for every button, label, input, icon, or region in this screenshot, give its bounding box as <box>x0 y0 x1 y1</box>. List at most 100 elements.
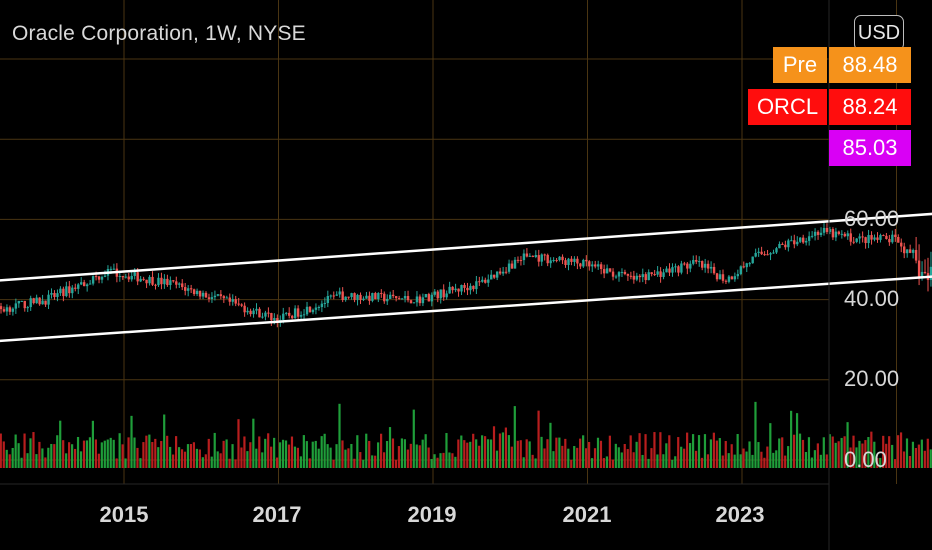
volume-bar <box>888 436 891 468</box>
candle-body <box>157 277 160 286</box>
volume-bar <box>549 422 552 468</box>
candle-body <box>712 266 716 274</box>
volume-bar <box>638 433 641 468</box>
candle-body <box>537 255 540 262</box>
candle-body <box>698 261 701 263</box>
volume-bar <box>347 448 350 468</box>
volume-bar <box>828 434 831 468</box>
volume-bar <box>222 440 225 468</box>
volume-bar <box>781 437 784 468</box>
volume-bar <box>905 438 909 468</box>
candle-body <box>389 294 392 299</box>
candle-body <box>121 276 125 278</box>
candle-body <box>611 271 615 277</box>
volume-bar <box>632 452 635 468</box>
candle-body <box>32 298 35 304</box>
candle-body <box>510 263 514 269</box>
candle-body <box>540 254 543 262</box>
volume-bar <box>255 448 258 468</box>
drawing-overlays <box>0 212 932 343</box>
volume-bar <box>371 455 374 468</box>
candle-body <box>703 263 707 268</box>
candle-body <box>751 256 754 264</box>
volume-bar <box>504 427 507 468</box>
candle-body <box>834 231 838 238</box>
volume-bar <box>53 444 56 468</box>
candle-body <box>228 297 231 302</box>
candle-body <box>816 231 820 235</box>
candle-body <box>799 237 802 242</box>
candle-body <box>855 238 858 242</box>
volume-bar <box>727 453 730 468</box>
currency-button[interactable]: USD <box>854 15 904 51</box>
volume-bar <box>320 436 323 468</box>
candle-body <box>689 263 692 269</box>
volume-bar <box>186 444 190 468</box>
volume-bar <box>115 458 118 468</box>
volume-bar <box>587 442 591 468</box>
candle-body <box>665 268 668 273</box>
volume-bar <box>341 440 344 468</box>
volume-bar <box>356 435 359 468</box>
volume-bar <box>754 401 757 468</box>
volume-bar <box>691 434 695 468</box>
volume-bar <box>79 451 83 468</box>
volume-bar <box>647 458 650 468</box>
candle-body <box>222 296 226 299</box>
volume-bar <box>822 437 825 468</box>
volume-bar <box>790 410 793 468</box>
volume-bar <box>795 413 799 468</box>
candle-body <box>400 298 404 300</box>
candle-body <box>573 258 576 262</box>
volume-bar <box>552 451 555 468</box>
y-tick-label: 20.00 <box>844 366 900 391</box>
volume-bar <box>365 433 368 468</box>
volume-bar <box>198 449 201 468</box>
candle-body <box>519 260 523 262</box>
candle-body <box>154 284 157 286</box>
candle-body <box>71 287 74 294</box>
volume-bar <box>834 442 837 468</box>
candle-body <box>186 288 190 291</box>
volume-bar <box>718 438 721 468</box>
volume-bar <box>88 437 92 468</box>
volume-bar <box>864 440 867 468</box>
candle-body <box>787 240 790 248</box>
candle-body <box>528 255 532 257</box>
candle-body <box>558 256 561 261</box>
candle-body <box>409 300 413 304</box>
candle-body <box>724 280 728 282</box>
candle-body <box>807 236 811 241</box>
volume-bar <box>926 438 929 468</box>
candle-body <box>721 274 725 281</box>
volume-bar <box>849 447 852 468</box>
candle-body <box>347 296 350 298</box>
volume-bar <box>397 446 401 468</box>
candle-body <box>700 261 704 268</box>
volume-bar <box>71 444 74 468</box>
volume-bar <box>902 451 906 468</box>
volume-bar <box>216 451 219 468</box>
candle-body <box>825 227 829 232</box>
volume-bar <box>442 452 445 468</box>
candle-body <box>287 312 291 316</box>
volume-bar <box>11 447 14 468</box>
volume-bar <box>445 433 448 468</box>
candle-body <box>837 231 841 235</box>
candle-body <box>894 234 897 237</box>
volume-bar <box>564 438 567 468</box>
candle-body <box>332 295 335 297</box>
volume-bar <box>896 435 900 468</box>
candle-body <box>522 253 526 261</box>
candle-body <box>632 275 636 280</box>
candle-body <box>264 312 267 317</box>
volume-bar <box>424 434 427 468</box>
volume-bar <box>846 422 849 468</box>
volume-bar <box>879 457 882 468</box>
volume-bar <box>463 440 466 468</box>
volume-bar <box>576 447 579 468</box>
candle-body <box>314 307 318 310</box>
volume-bar <box>252 418 255 468</box>
candle-body <box>365 295 368 299</box>
volume-bar <box>585 448 588 468</box>
